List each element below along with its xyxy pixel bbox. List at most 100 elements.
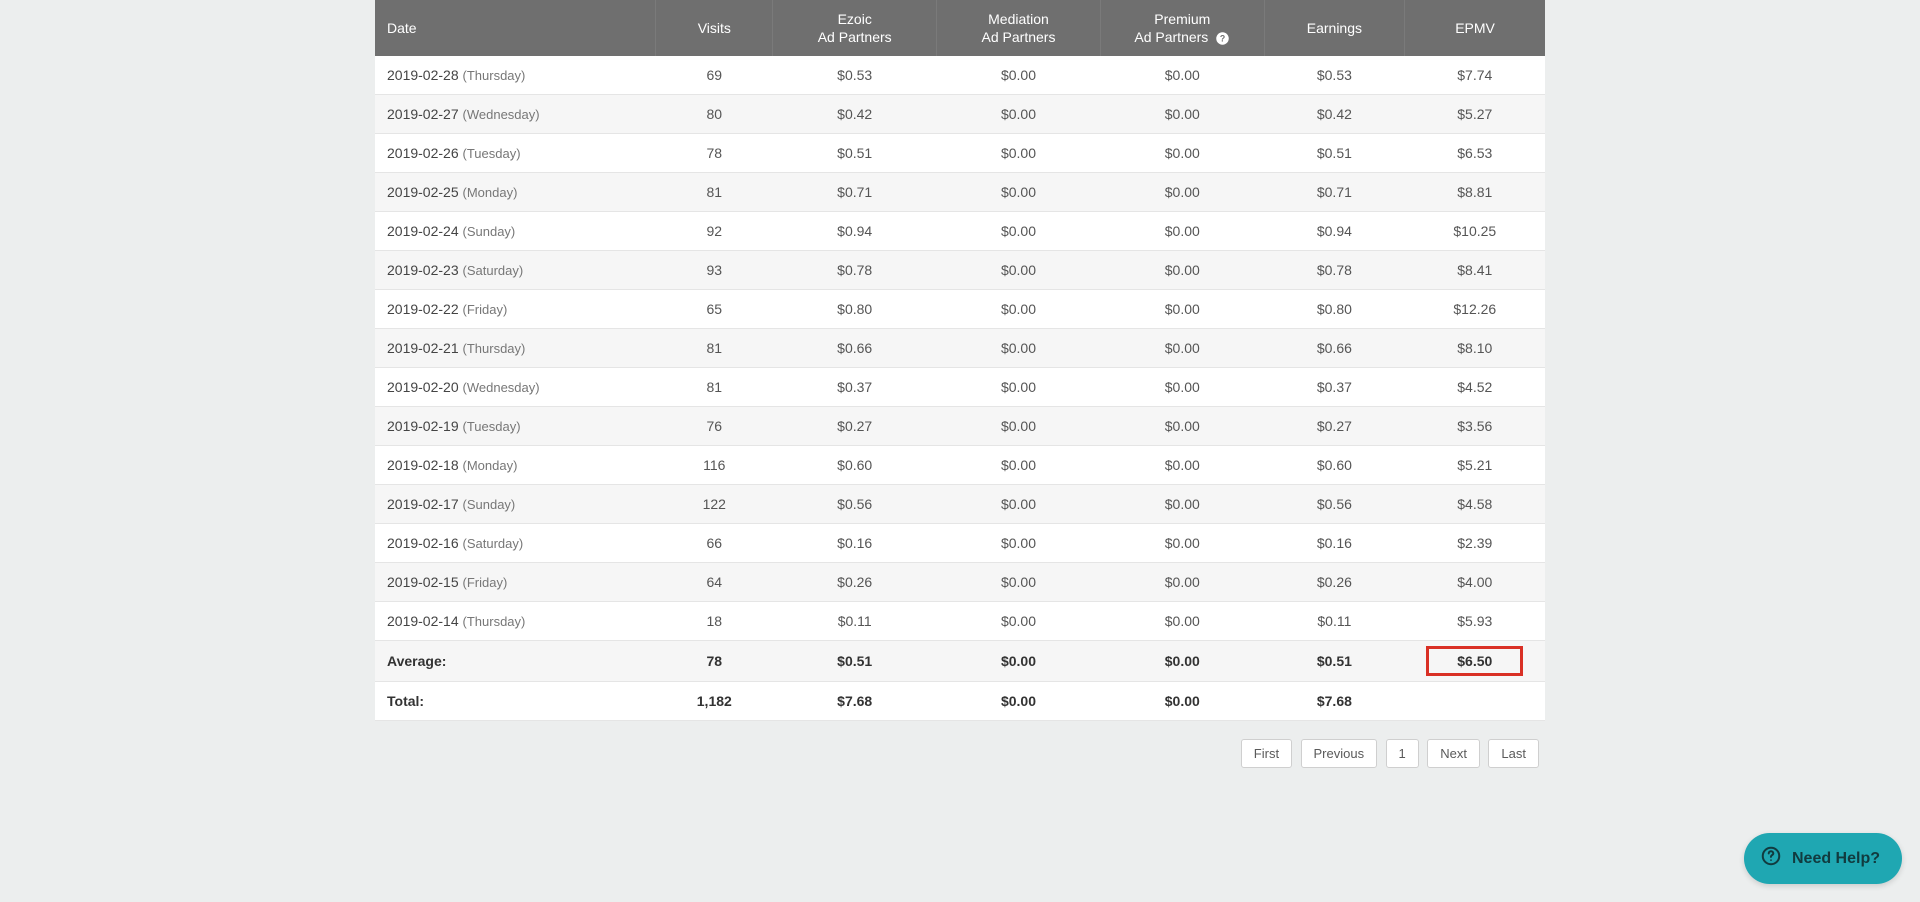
cell-date: 2019-02-16 (Saturday) — [375, 524, 656, 563]
cell-visits: 116 — [656, 446, 773, 485]
cell-epmv: $8.41 — [1405, 251, 1545, 290]
pager-page-button[interactable]: 1 — [1386, 739, 1419, 768]
table-row: 2019-02-21 (Thursday)81$0.66$0.00$0.00$0… — [375, 329, 1545, 368]
cell-epmv: $4.00 — [1405, 563, 1545, 602]
table-row: 2019-02-24 (Sunday)92$0.94$0.00$0.00$0.9… — [375, 212, 1545, 251]
table-body: 2019-02-28 (Thursday)69$0.53$0.00$0.00$0… — [375, 56, 1545, 721]
cell-earnings: $0.80 — [1264, 290, 1404, 329]
cell-earnings: $0.42 — [1264, 95, 1404, 134]
cell-premium: $0.00 — [1100, 407, 1264, 446]
table-row: 2019-02-22 (Friday)65$0.80$0.00$0.00$0.8… — [375, 290, 1545, 329]
cell-premium: $0.00 — [1100, 173, 1264, 212]
cell-mediation: $0.00 — [937, 173, 1101, 212]
cell-earnings: $0.51 — [1264, 134, 1404, 173]
cell-epmv: $10.25 — [1405, 212, 1545, 251]
cell-earnings: $0.27 — [1264, 407, 1404, 446]
cell-date: 2019-02-23 (Saturday) — [375, 251, 656, 290]
cell-visits: 93 — [656, 251, 773, 290]
pager-next-button[interactable]: Next — [1427, 739, 1480, 768]
table-row: 2019-02-26 (Tuesday)78$0.51$0.00$0.00$0.… — [375, 134, 1545, 173]
cell-mediation: $0.00 — [937, 524, 1101, 563]
cell-premium: $0.00 — [1100, 212, 1264, 251]
col-header-premium[interactable]: PremiumAd Partners ? — [1100, 0, 1264, 56]
cell-earnings: $0.56 — [1264, 485, 1404, 524]
cell-earnings: $0.66 — [1264, 329, 1404, 368]
cell-visits: 80 — [656, 95, 773, 134]
cell-date: 2019-02-14 (Thursday) — [375, 602, 656, 641]
cell-epmv: $4.52 — [1405, 368, 1545, 407]
cell-date: 2019-02-19 (Tuesday) — [375, 407, 656, 446]
col-header-date[interactable]: Date — [375, 0, 656, 56]
cell-mediation: $0.00 — [937, 485, 1101, 524]
summary-row-total: Total:1,182$7.68$0.00$0.00$7.68 — [375, 682, 1545, 721]
cell-epmv: $4.58 — [1405, 485, 1545, 524]
cell-date: 2019-02-25 (Monday) — [375, 173, 656, 212]
table-header: DateVisitsEzoicAd PartnersMediationAd Pa… — [375, 0, 1545, 56]
cell-earnings: $0.16 — [1264, 524, 1404, 563]
summary-label: Average: — [375, 641, 656, 682]
summary-cell-premium: $0.00 — [1100, 682, 1264, 721]
cell-epmv: $12.26 — [1405, 290, 1545, 329]
cell-ezoic: $0.37 — [773, 368, 937, 407]
table-row: 2019-02-27 (Wednesday)80$0.42$0.00$0.00$… — [375, 95, 1545, 134]
cell-premium: $0.00 — [1100, 485, 1264, 524]
cell-date: 2019-02-26 (Tuesday) — [375, 134, 656, 173]
cell-premium: $0.00 — [1100, 563, 1264, 602]
cell-visits: 122 — [656, 485, 773, 524]
earnings-table: DateVisitsEzoicAd PartnersMediationAd Pa… — [375, 0, 1545, 721]
cell-ezoic: $0.26 — [773, 563, 937, 602]
cell-mediation: $0.00 — [937, 212, 1101, 251]
cell-premium: $0.00 — [1100, 290, 1264, 329]
cell-premium: $0.00 — [1100, 602, 1264, 641]
cell-premium: $0.00 — [1100, 524, 1264, 563]
cell-mediation: $0.00 — [937, 446, 1101, 485]
cell-epmv: $7.74 — [1405, 56, 1545, 95]
pagination: First Previous 1 Next Last — [375, 739, 1545, 768]
cell-earnings: $0.37 — [1264, 368, 1404, 407]
cell-ezoic: $0.51 — [773, 134, 937, 173]
cell-epmv: $5.93 — [1405, 602, 1545, 641]
cell-mediation: $0.00 — [937, 563, 1101, 602]
cell-ezoic: $0.53 — [773, 56, 937, 95]
cell-ezoic: $0.60 — [773, 446, 937, 485]
cell-ezoic: $0.66 — [773, 329, 937, 368]
col-header-mediation[interactable]: MediationAd Partners — [937, 0, 1101, 56]
cell-earnings: $0.94 — [1264, 212, 1404, 251]
need-help-button[interactable]: Need Help? — [1744, 833, 1902, 884]
col-header-epmv[interactable]: EPMV — [1405, 0, 1545, 56]
col-header-ezoic[interactable]: EzoicAd Partners — [773, 0, 937, 56]
question-circle-icon[interactable]: ? — [1215, 31, 1230, 46]
cell-date: 2019-02-15 (Friday) — [375, 563, 656, 602]
cell-premium: $0.00 — [1100, 368, 1264, 407]
cell-mediation: $0.00 — [937, 134, 1101, 173]
cell-mediation: $0.00 — [937, 602, 1101, 641]
cell-epmv: $8.81 — [1405, 173, 1545, 212]
pager-last-button[interactable]: Last — [1488, 739, 1539, 768]
cell-mediation: $0.00 — [937, 95, 1101, 134]
cell-mediation: $0.00 — [937, 251, 1101, 290]
cell-ezoic: $0.56 — [773, 485, 937, 524]
cell-premium: $0.00 — [1100, 329, 1264, 368]
cell-epmv: $3.56 — [1405, 407, 1545, 446]
pager-previous-button[interactable]: Previous — [1301, 739, 1378, 768]
cell-visits: 64 — [656, 563, 773, 602]
cell-epmv: $5.21 — [1405, 446, 1545, 485]
summary-cell-earnings: $0.51 — [1264, 641, 1404, 682]
table-row: 2019-02-20 (Wednesday)81$0.37$0.00$0.00$… — [375, 368, 1545, 407]
table-row: 2019-02-25 (Monday)81$0.71$0.00$0.00$0.7… — [375, 173, 1545, 212]
summary-cell-epmv — [1405, 682, 1545, 721]
cell-visits: 76 — [656, 407, 773, 446]
cell-earnings: $0.26 — [1264, 563, 1404, 602]
cell-premium: $0.00 — [1100, 134, 1264, 173]
cell-visits: 92 — [656, 212, 773, 251]
summary-cell-visits: 78 — [656, 641, 773, 682]
cell-premium: $0.00 — [1100, 95, 1264, 134]
table-row: 2019-02-16 (Saturday)66$0.16$0.00$0.00$0… — [375, 524, 1545, 563]
summary-cell-visits: 1,182 — [656, 682, 773, 721]
col-header-visits[interactable]: Visits — [656, 0, 773, 56]
summary-cell-mediation: $0.00 — [937, 641, 1101, 682]
summary-cell-mediation: $0.00 — [937, 682, 1101, 721]
col-header-earnings[interactable]: Earnings — [1264, 0, 1404, 56]
table-row: 2019-02-23 (Saturday)93$0.78$0.00$0.00$0… — [375, 251, 1545, 290]
pager-first-button[interactable]: First — [1241, 739, 1292, 768]
